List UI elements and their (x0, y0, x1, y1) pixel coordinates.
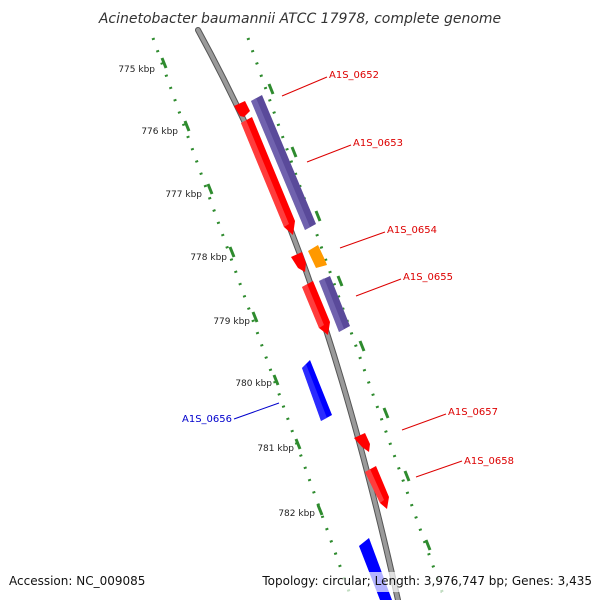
outer-major-tick (424, 539, 432, 551)
inner-major-tick (183, 120, 191, 132)
genome-backbone (195, 27, 401, 600)
gene-feature-shine (302, 364, 327, 421)
kbp-label: 775 kbp (118, 65, 155, 75)
gene-feature-shine (302, 284, 324, 328)
inner-major-tick (272, 374, 280, 386)
gene-feature-shine (241, 120, 289, 227)
gene-label-a1s-0655[interactable]: A1S_0655 (403, 272, 453, 283)
outer-major-tick (314, 210, 322, 222)
kbp-label: 780 kbp (235, 379, 272, 389)
outer-major-tick (358, 340, 366, 352)
outer-major-tick (403, 470, 411, 482)
gene-feature-shine (319, 278, 344, 332)
outer-major-tick (336, 275, 344, 287)
leader-line (281, 76, 328, 97)
inner-major-tick (228, 246, 236, 258)
inner-major-tick (206, 183, 214, 195)
leader-line (339, 231, 386, 249)
kbp-label: 777 kbp (165, 190, 202, 200)
genome-summary-text: Topology: circular; Length: 3,976,747 bp… (261, 574, 592, 588)
gene-leader-lines (233, 76, 463, 478)
kbp-label: 781 kbp (257, 444, 294, 454)
map-title: Acinetobacter baumannii ATCC 17978, comp… (98, 11, 501, 27)
gene-feature[interactable] (291, 252, 306, 272)
kbp-label: 779 kbp (213, 317, 250, 327)
gene-label-a1s-0658[interactable]: A1S_0658 (464, 456, 514, 467)
leader-line (355, 278, 402, 297)
outer-major-tick (290, 146, 298, 158)
leader-line (401, 413, 447, 431)
inner-major-tick (294, 438, 302, 450)
outer-major-tick (382, 407, 390, 419)
gene-label-a1s-0656[interactable]: A1S_0656 (182, 414, 232, 425)
gene-labels: A1S_0652 A1S_0653 A1S_0654 A1S_0655 A1S_… (182, 70, 514, 467)
gene-feature[interactable] (234, 101, 250, 117)
outer-major-tick (267, 83, 275, 95)
gene-features (234, 95, 392, 600)
kbp-label: 782 kbp (278, 509, 315, 519)
inner-major-tick (251, 311, 259, 323)
gene-feature[interactable] (354, 433, 370, 452)
gene-label-a1s-0653[interactable]: A1S_0653 (353, 138, 403, 149)
footer-backdrop (258, 572, 598, 592)
kbp-label: 778 kbp (190, 253, 227, 263)
inner-major-tick (316, 504, 324, 516)
inner-major-tick (160, 57, 168, 69)
kbp-label: 776 kbp (141, 127, 178, 137)
leader-line (306, 144, 352, 163)
gene-feature[interactable] (308, 245, 327, 268)
gene-feature-shine (365, 469, 384, 503)
gene-label-a1s-0657[interactable]: A1S_0657 (448, 407, 498, 418)
leader-line (233, 402, 280, 420)
major-ticks (160, 57, 432, 551)
kbp-labels: 775 kbp 776 kbp 777 kbp 778 kbp 779 kbp … (118, 65, 315, 519)
gene-label-a1s-0652[interactable]: A1S_0652 (329, 70, 379, 81)
gene-label-a1s-0654[interactable]: A1S_0654 (387, 225, 437, 236)
accession-text: Accession: NC_009085 (9, 574, 145, 588)
leader-line (415, 460, 463, 478)
gene-feature-shine (251, 98, 310, 230)
backbone-line (196, 28, 400, 600)
footer: Accession: NC_009085 Topology: circular;… (9, 572, 598, 592)
